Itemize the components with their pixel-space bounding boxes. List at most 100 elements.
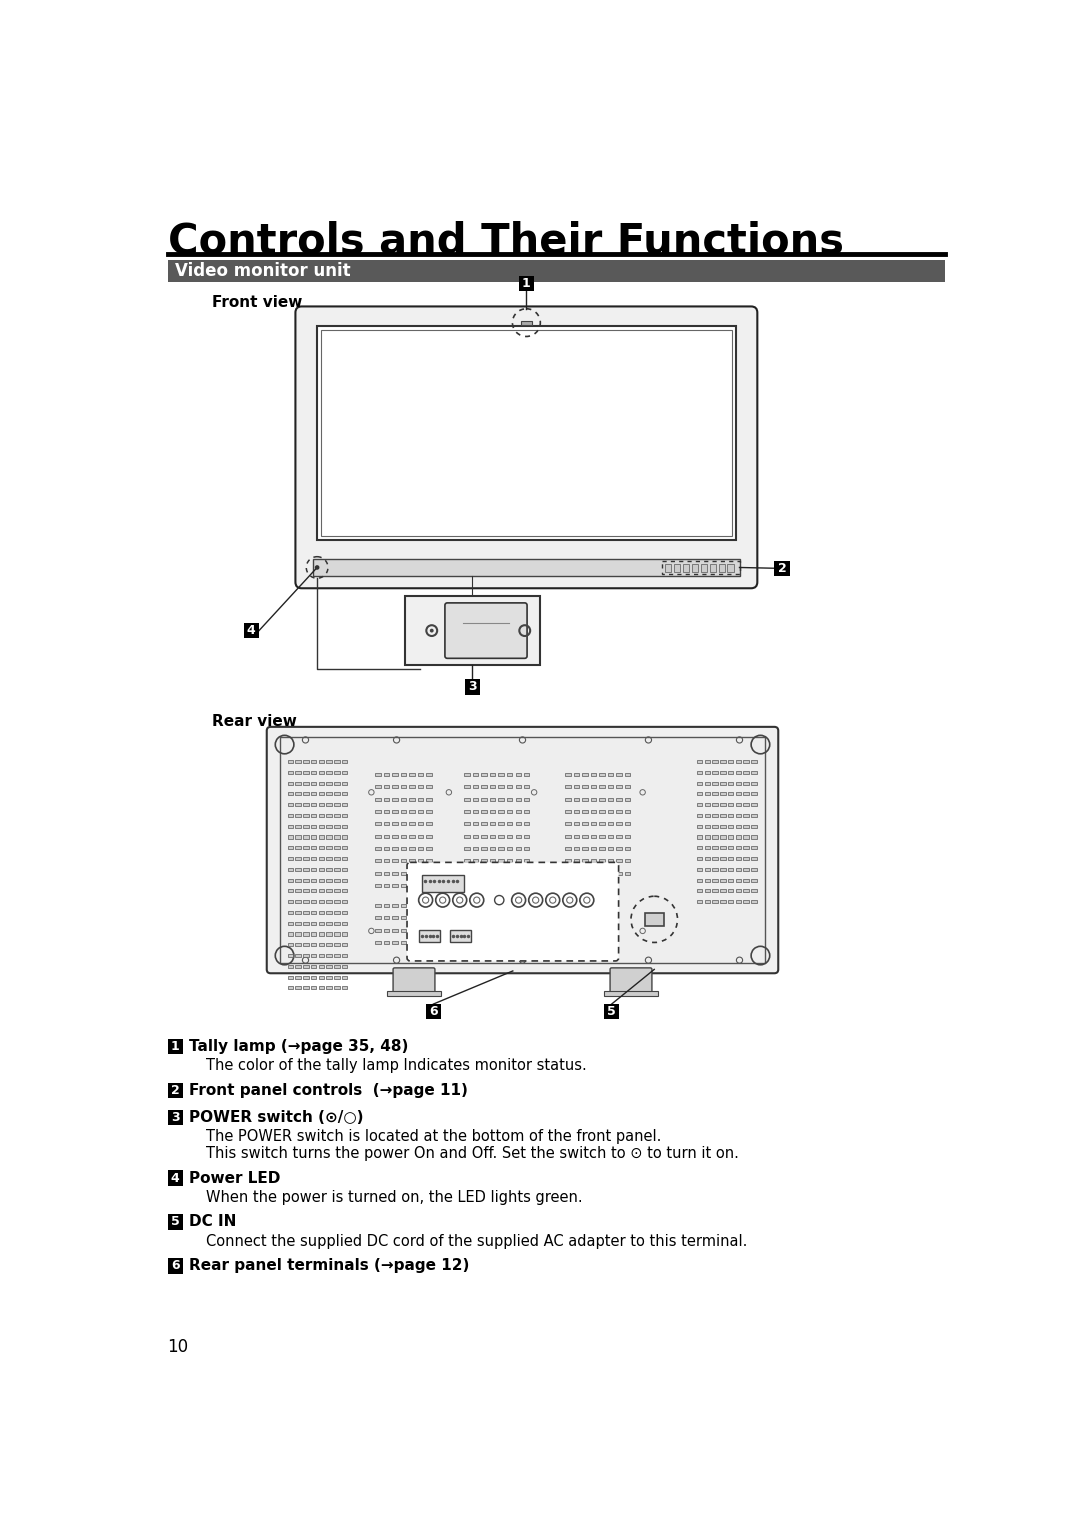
Bar (720, 899, 726, 902)
Bar (490, 847, 496, 851)
Bar (599, 872, 605, 875)
Bar (383, 904, 389, 907)
Bar (383, 941, 389, 944)
Bar (599, 860, 605, 863)
Bar (409, 809, 415, 812)
Bar (591, 904, 596, 907)
Bar (334, 965, 339, 968)
Bar (342, 846, 348, 849)
Bar (418, 884, 423, 887)
Bar (375, 785, 380, 788)
Bar (303, 867, 309, 870)
Bar (326, 965, 332, 968)
Bar (319, 954, 324, 957)
Bar (427, 797, 432, 800)
Bar (565, 860, 570, 863)
Bar (608, 773, 613, 776)
Bar (599, 823, 605, 826)
Bar (482, 860, 487, 863)
Bar (617, 860, 622, 863)
Bar (464, 773, 470, 776)
Bar (311, 889, 316, 892)
Bar (296, 793, 301, 796)
Bar (287, 782, 293, 785)
Bar (573, 916, 579, 919)
Bar (401, 823, 406, 826)
Bar (704, 835, 710, 838)
Bar (490, 872, 496, 875)
Bar (697, 825, 702, 828)
Bar (296, 965, 301, 968)
Bar (326, 889, 332, 892)
Bar (427, 872, 432, 875)
Bar (303, 835, 309, 838)
Bar (743, 825, 748, 828)
Bar (334, 857, 339, 860)
Bar (573, 809, 579, 812)
Bar (409, 785, 415, 788)
Bar (617, 835, 622, 838)
FancyBboxPatch shape (610, 968, 652, 993)
Bar (303, 771, 309, 774)
Bar (565, 872, 570, 875)
Bar (409, 797, 415, 800)
Bar (287, 899, 293, 902)
Bar (713, 878, 718, 881)
Bar (573, 773, 579, 776)
Text: Rear view: Rear view (213, 713, 297, 728)
Bar (418, 773, 423, 776)
Bar (287, 954, 293, 957)
Bar (319, 965, 324, 968)
Bar (728, 565, 733, 573)
Bar (604, 1005, 619, 1020)
Bar (464, 797, 470, 800)
Bar (311, 782, 316, 785)
Bar (409, 884, 415, 887)
Bar (392, 860, 397, 863)
Bar (728, 793, 733, 796)
Bar (515, 785, 521, 788)
Bar (599, 892, 605, 895)
Bar (697, 899, 702, 902)
Bar (573, 785, 579, 788)
Bar (710, 565, 716, 573)
Bar (582, 904, 588, 907)
Bar (311, 899, 316, 902)
Bar (704, 889, 710, 892)
Text: POWER switch (⊙/○): POWER switch (⊙/○) (189, 1110, 364, 1125)
Bar (318, 327, 735, 539)
Bar (422, 875, 464, 892)
Bar (319, 867, 324, 870)
Bar (524, 785, 529, 788)
Bar (401, 928, 406, 931)
Bar (720, 814, 726, 817)
Bar (490, 797, 496, 800)
Bar (375, 809, 380, 812)
Bar (728, 857, 733, 860)
Bar (287, 814, 293, 817)
Bar (507, 773, 512, 776)
Text: This switch turns the power On and Off. Set the switch to ⊙ to turn it on.: This switch turns the power On and Off. … (206, 1145, 739, 1161)
Bar (608, 823, 613, 826)
Bar (287, 867, 293, 870)
Bar (303, 760, 309, 764)
Bar (321, 330, 732, 536)
Bar (720, 793, 726, 796)
Bar (625, 847, 631, 851)
Bar (287, 846, 293, 849)
Bar (683, 565, 689, 573)
Bar (287, 878, 293, 881)
Bar (464, 680, 481, 695)
Bar (751, 857, 757, 860)
Bar (482, 797, 487, 800)
Bar (427, 809, 432, 812)
Bar (342, 933, 348, 936)
Bar (735, 793, 741, 796)
Bar (718, 565, 725, 573)
Bar (296, 976, 301, 979)
Text: 4: 4 (171, 1171, 179, 1185)
Bar (287, 944, 293, 947)
Bar (319, 986, 324, 989)
Bar (720, 889, 726, 892)
Bar (303, 803, 309, 806)
